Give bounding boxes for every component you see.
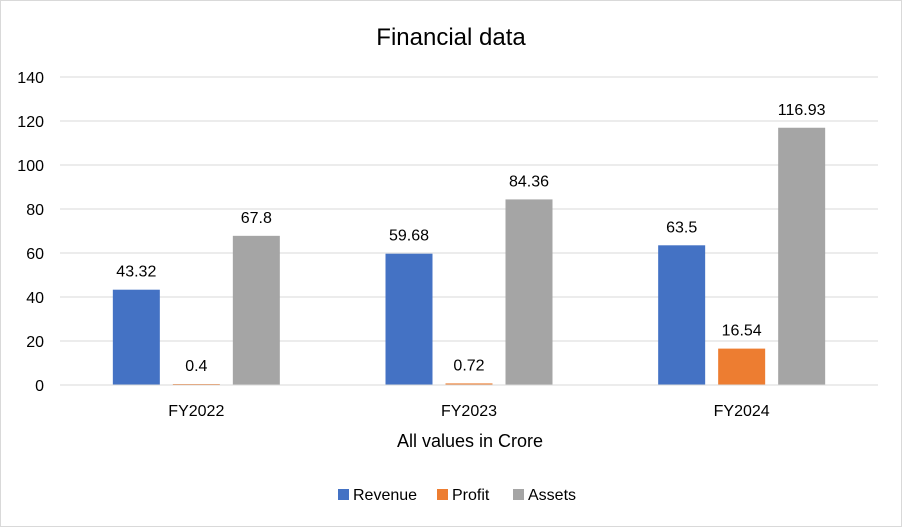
legend-label-profit: Profit — [452, 487, 490, 504]
y-tick-label: 80 — [26, 202, 44, 219]
data-label: 0.72 — [453, 357, 484, 374]
bar-assets-fy2022 — [232, 235, 280, 385]
bar-revenue-fy2024 — [658, 245, 706, 385]
legend-label-revenue: Revenue — [353, 487, 417, 504]
x-axis-title: All values in Crore — [397, 431, 543, 451]
chart-title: Financial data — [376, 24, 526, 51]
x-tick-label: FY2023 — [441, 403, 497, 420]
x-axis-ticks: FY2022 FY2023 FY2024 — [60, 384, 878, 420]
data-label: 59.68 — [389, 228, 429, 245]
data-label: 16.54 — [722, 323, 762, 340]
data-label: 43.32 — [116, 264, 156, 281]
data-label: 84.36 — [509, 173, 549, 190]
data-label: 63.5 — [666, 219, 697, 236]
y-axis-ticks: 0 20 40 60 80 100 120 140 — [17, 70, 44, 395]
legend-swatch-revenue — [338, 489, 349, 500]
bar-revenue-fy2022 — [112, 289, 160, 385]
bars — [112, 127, 826, 385]
data-label: 116.93 — [778, 102, 826, 119]
y-tick-label: 20 — [26, 334, 44, 351]
bar-revenue-fy2023 — [385, 253, 433, 385]
bar-profit-fy2024 — [718, 348, 766, 385]
data-labels: 43.32 0.4 67.8 59.68 0.72 84.36 63.5 16.54 116.9… — [116, 102, 825, 375]
y-tick-label: 60 — [26, 246, 44, 263]
y-tick-label: 140 — [17, 70, 44, 87]
bar-assets-fy2023 — [505, 199, 553, 385]
data-label: 0.4 — [185, 358, 207, 375]
x-tick-label: FY2022 — [168, 403, 224, 420]
legend-swatch-assets — [513, 489, 524, 500]
y-tick-label: 40 — [26, 290, 44, 307]
bar-assets-fy2024 — [778, 127, 826, 385]
legend-swatch-profit — [437, 489, 448, 500]
bar-profit-fy2023 — [445, 383, 493, 385]
y-tick-label: 100 — [17, 158, 44, 175]
y-tick-label: 0 — [35, 378, 44, 395]
x-tick-label: FY2024 — [714, 403, 770, 420]
legend-label-assets: Assets — [528, 487, 576, 504]
y-tick-label: 120 — [17, 114, 44, 131]
legend: Revenue Profit Assets — [338, 487, 576, 504]
data-label: 67.8 — [241, 210, 272, 227]
